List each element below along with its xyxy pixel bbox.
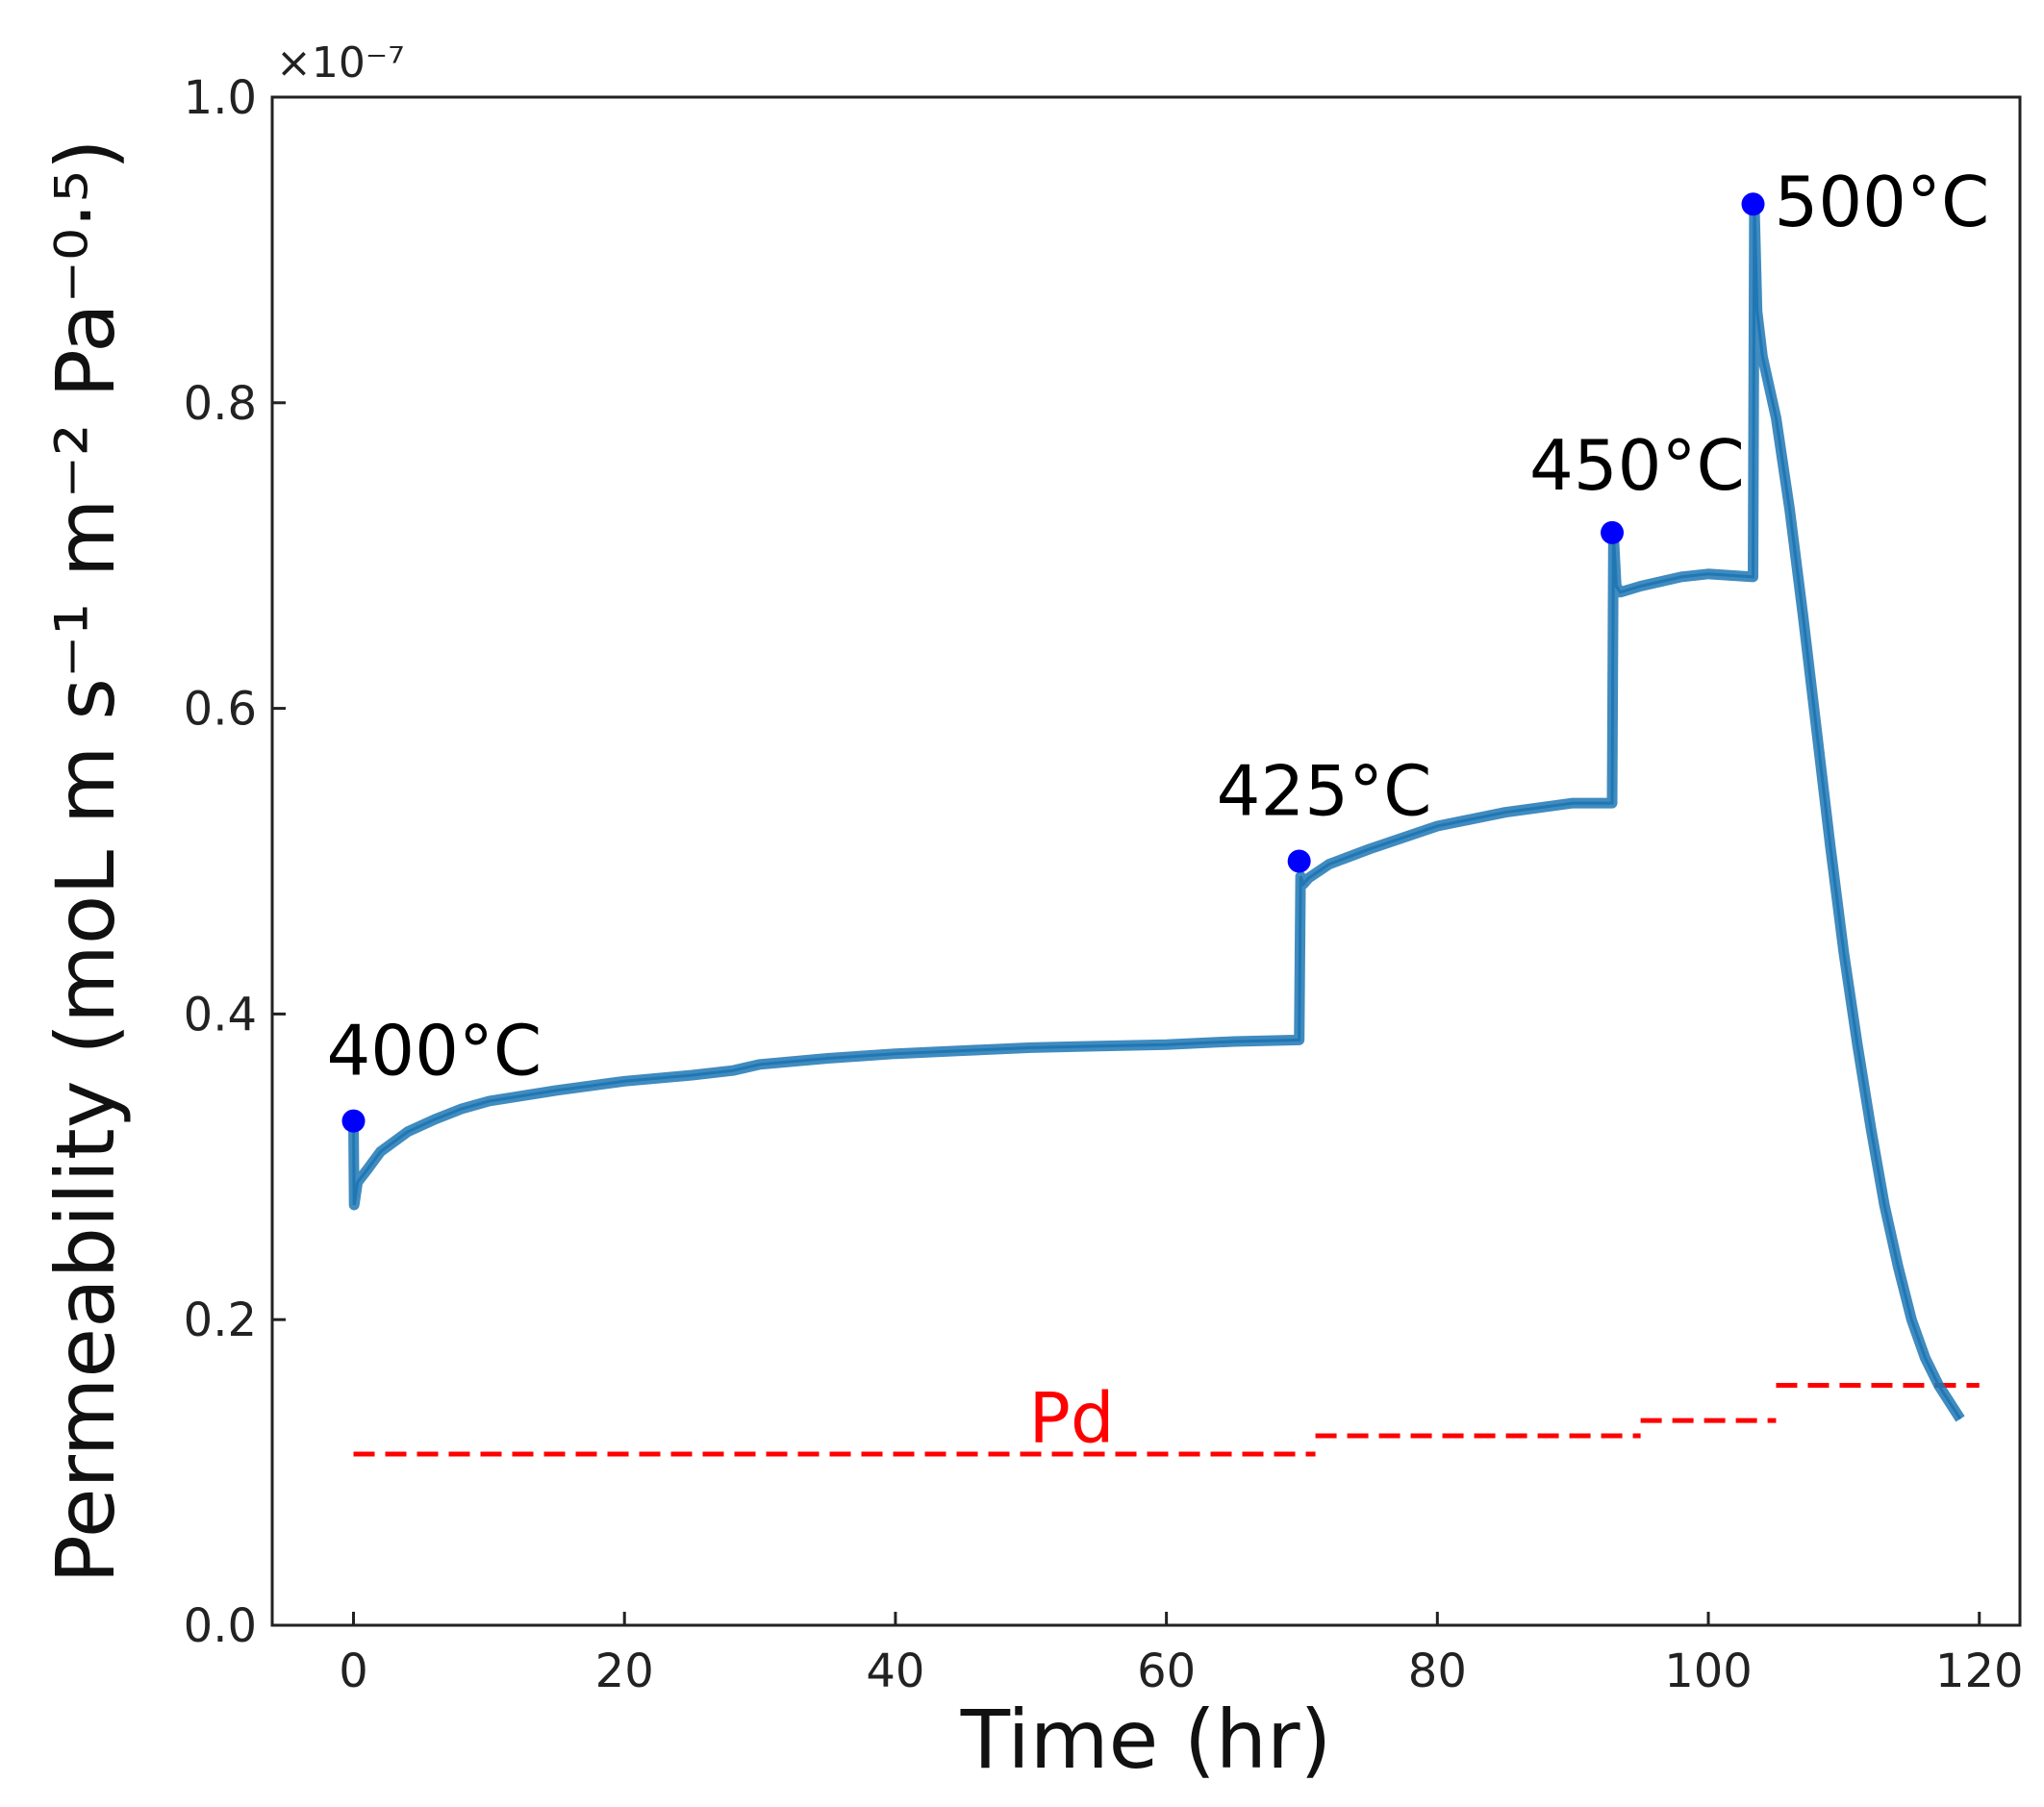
temperature-label: 500°C <box>1775 162 1990 242</box>
temperature-change-marker <box>1601 520 1625 544</box>
permeability-series-band <box>348 198 1965 1422</box>
x-tick-label: 0 <box>339 1644 368 1698</box>
pd-reference-label: Pd <box>1028 1377 1114 1458</box>
y-tick-label: 0.6 <box>184 683 257 737</box>
y-tick-label: 0.0 <box>184 1599 257 1653</box>
x-tick-label: 80 <box>1408 1644 1467 1698</box>
temperature-change-marker <box>1287 849 1311 873</box>
temperature-change-marker <box>1741 192 1765 216</box>
temperature-label: 400°C <box>327 1011 543 1092</box>
x-tick-label: 20 <box>595 1644 654 1698</box>
x-tick-label: 40 <box>866 1644 924 1698</box>
temperature-change-marker <box>341 1109 366 1133</box>
x-tick-label: 60 <box>1137 1644 1196 1698</box>
x-tick-label: 100 <box>1664 1644 1753 1698</box>
y-tick-label: 1.0 <box>184 71 257 125</box>
permeability-series-line <box>352 204 1962 1420</box>
y-tick-label: 0.4 <box>184 988 257 1042</box>
y-axis-title: Permeability (moL m s⁻¹ m⁻² Pa⁻⁰·⁵) <box>38 138 133 1584</box>
y-tick-label: 0.8 <box>184 377 257 431</box>
temperature-label: 450°C <box>1529 425 1745 506</box>
x-axis-title: Time (hr) <box>960 1693 1332 1787</box>
x-tick-label: 120 <box>1935 1644 2024 1698</box>
y-axis-multiplier: ×10⁻⁷ <box>276 38 405 88</box>
temperature-label: 425°C <box>1217 751 1432 832</box>
plot-frame <box>270 95 2022 1627</box>
y-tick-label: 0.2 <box>184 1293 257 1347</box>
